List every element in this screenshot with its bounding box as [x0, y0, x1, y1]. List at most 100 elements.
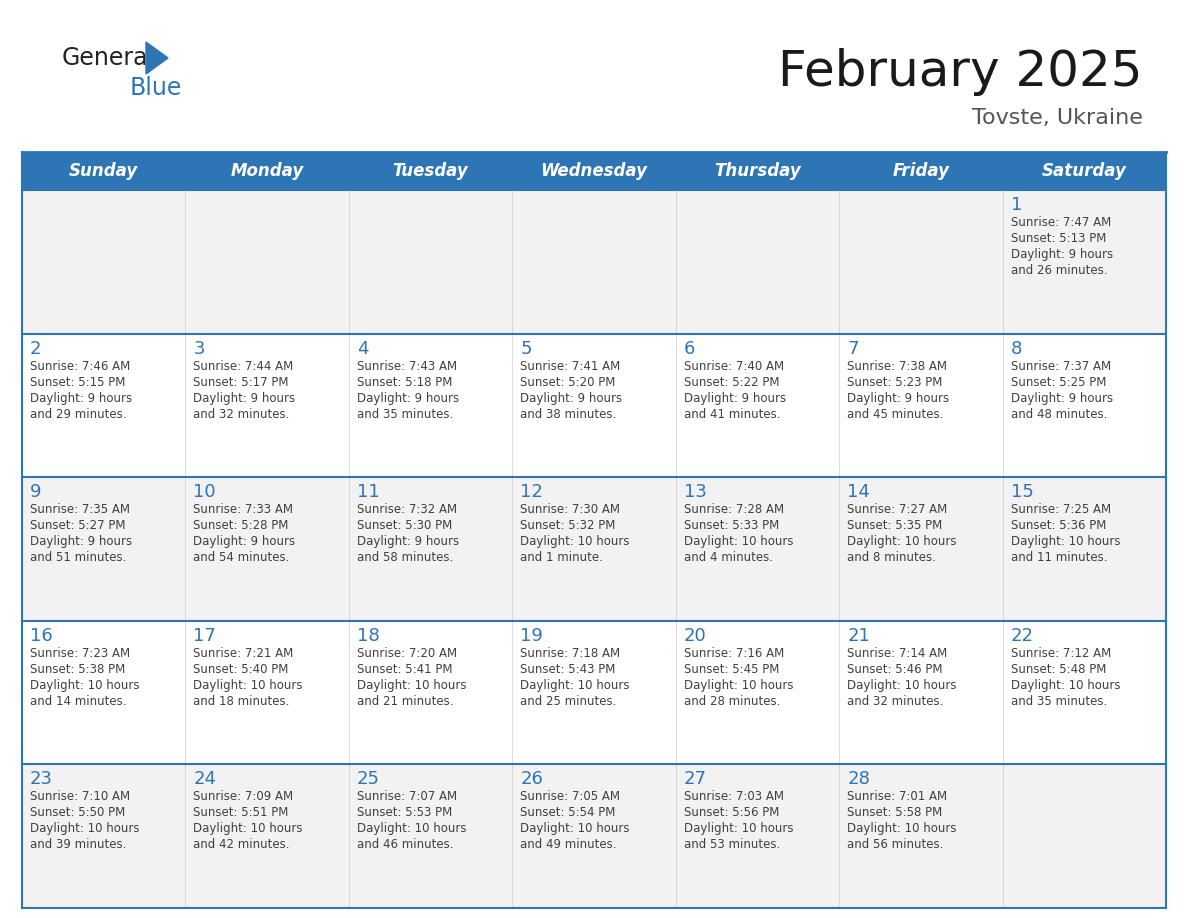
Text: Sunset: 5:56 PM: Sunset: 5:56 PM [684, 806, 779, 820]
FancyBboxPatch shape [23, 477, 1165, 621]
Text: Sunrise: 7:16 AM: Sunrise: 7:16 AM [684, 647, 784, 660]
Text: Daylight: 10 hours: Daylight: 10 hours [194, 823, 303, 835]
Text: Sunrise: 7:03 AM: Sunrise: 7:03 AM [684, 790, 784, 803]
Text: 26: 26 [520, 770, 543, 789]
Text: and 49 minutes.: and 49 minutes. [520, 838, 617, 851]
Text: Sunset: 5:48 PM: Sunset: 5:48 PM [1011, 663, 1106, 676]
Text: Sunset: 5:23 PM: Sunset: 5:23 PM [847, 375, 942, 388]
Text: Sunrise: 7:28 AM: Sunrise: 7:28 AM [684, 503, 784, 516]
Text: Sunrise: 7:27 AM: Sunrise: 7:27 AM [847, 503, 947, 516]
Text: Sunrise: 7:32 AM: Sunrise: 7:32 AM [356, 503, 457, 516]
Text: and 8 minutes.: and 8 minutes. [847, 551, 936, 565]
Text: 15: 15 [1011, 483, 1034, 501]
Text: Sunset: 5:53 PM: Sunset: 5:53 PM [356, 806, 453, 820]
Text: 14: 14 [847, 483, 870, 501]
Text: and 35 minutes.: and 35 minutes. [356, 408, 453, 420]
Text: Sunset: 5:50 PM: Sunset: 5:50 PM [30, 806, 125, 820]
Text: Sunset: 5:20 PM: Sunset: 5:20 PM [520, 375, 615, 388]
Text: Daylight: 10 hours: Daylight: 10 hours [847, 678, 956, 692]
Text: Daylight: 10 hours: Daylight: 10 hours [684, 535, 794, 548]
Text: Daylight: 9 hours: Daylight: 9 hours [1011, 248, 1113, 261]
Text: and 18 minutes.: and 18 minutes. [194, 695, 290, 708]
Text: 22: 22 [1011, 627, 1034, 644]
Text: Sunset: 5:40 PM: Sunset: 5:40 PM [194, 663, 289, 676]
Text: Sunset: 5:46 PM: Sunset: 5:46 PM [847, 663, 942, 676]
Text: 18: 18 [356, 627, 380, 644]
Text: Sunrise: 7:41 AM: Sunrise: 7:41 AM [520, 360, 620, 373]
Text: and 26 minutes.: and 26 minutes. [1011, 264, 1107, 277]
Text: Daylight: 9 hours: Daylight: 9 hours [194, 535, 296, 548]
Text: Sunset: 5:28 PM: Sunset: 5:28 PM [194, 520, 289, 532]
Text: Sunset: 5:36 PM: Sunset: 5:36 PM [1011, 520, 1106, 532]
Text: Sunset: 5:17 PM: Sunset: 5:17 PM [194, 375, 289, 388]
Text: Sunset: 5:41 PM: Sunset: 5:41 PM [356, 663, 453, 676]
Text: 9: 9 [30, 483, 42, 501]
Text: Daylight: 9 hours: Daylight: 9 hours [520, 392, 623, 405]
Text: 20: 20 [684, 627, 707, 644]
Text: 21: 21 [847, 627, 870, 644]
Text: Sunset: 5:51 PM: Sunset: 5:51 PM [194, 806, 289, 820]
Text: Daylight: 9 hours: Daylight: 9 hours [30, 392, 132, 405]
Text: 8: 8 [1011, 340, 1022, 358]
Text: Sunrise: 7:09 AM: Sunrise: 7:09 AM [194, 790, 293, 803]
Text: and 11 minutes.: and 11 minutes. [1011, 551, 1107, 565]
FancyBboxPatch shape [23, 621, 1165, 765]
Text: Daylight: 10 hours: Daylight: 10 hours [847, 535, 956, 548]
Text: Daylight: 9 hours: Daylight: 9 hours [194, 392, 296, 405]
Text: Thursday: Thursday [714, 162, 801, 180]
Text: Sunset: 5:18 PM: Sunset: 5:18 PM [356, 375, 453, 388]
Text: 11: 11 [356, 483, 380, 501]
Text: Daylight: 9 hours: Daylight: 9 hours [30, 535, 132, 548]
Text: Sunrise: 7:14 AM: Sunrise: 7:14 AM [847, 647, 947, 660]
Text: Daylight: 10 hours: Daylight: 10 hours [684, 678, 794, 692]
Text: Sunset: 5:58 PM: Sunset: 5:58 PM [847, 806, 942, 820]
Text: Daylight: 10 hours: Daylight: 10 hours [684, 823, 794, 835]
Text: Daylight: 10 hours: Daylight: 10 hours [520, 535, 630, 548]
FancyBboxPatch shape [23, 765, 1165, 908]
Text: Sunrise: 7:07 AM: Sunrise: 7:07 AM [356, 790, 457, 803]
Text: Sunrise: 7:47 AM: Sunrise: 7:47 AM [1011, 216, 1111, 229]
Text: General: General [62, 46, 156, 70]
Text: 16: 16 [30, 627, 52, 644]
Text: Sunrise: 7:23 AM: Sunrise: 7:23 AM [30, 647, 131, 660]
Text: and 29 minutes.: and 29 minutes. [30, 408, 126, 420]
Text: 7: 7 [847, 340, 859, 358]
Text: 3: 3 [194, 340, 204, 358]
FancyBboxPatch shape [23, 152, 1165, 190]
Text: Sunset: 5:15 PM: Sunset: 5:15 PM [30, 375, 126, 388]
Text: Daylight: 10 hours: Daylight: 10 hours [30, 823, 139, 835]
Text: 5: 5 [520, 340, 532, 358]
Text: and 48 minutes.: and 48 minutes. [1011, 408, 1107, 420]
Text: Sunset: 5:25 PM: Sunset: 5:25 PM [1011, 375, 1106, 388]
Text: Sunset: 5:38 PM: Sunset: 5:38 PM [30, 663, 125, 676]
Text: Sunrise: 7:43 AM: Sunrise: 7:43 AM [356, 360, 457, 373]
Text: and 46 minutes.: and 46 minutes. [356, 838, 454, 851]
Text: and 35 minutes.: and 35 minutes. [1011, 695, 1107, 708]
Text: 17: 17 [194, 627, 216, 644]
Text: and 32 minutes.: and 32 minutes. [847, 695, 943, 708]
Text: Daylight: 10 hours: Daylight: 10 hours [194, 678, 303, 692]
Text: Sunrise: 7:01 AM: Sunrise: 7:01 AM [847, 790, 947, 803]
Text: Daylight: 10 hours: Daylight: 10 hours [847, 823, 956, 835]
Text: 27: 27 [684, 770, 707, 789]
Text: Sunset: 5:13 PM: Sunset: 5:13 PM [1011, 232, 1106, 245]
Text: Sunrise: 7:37 AM: Sunrise: 7:37 AM [1011, 360, 1111, 373]
Text: Daylight: 10 hours: Daylight: 10 hours [356, 823, 467, 835]
FancyBboxPatch shape [23, 190, 1165, 333]
Text: Sunset: 5:35 PM: Sunset: 5:35 PM [847, 520, 942, 532]
Text: 19: 19 [520, 627, 543, 644]
Text: Sunrise: 7:05 AM: Sunrise: 7:05 AM [520, 790, 620, 803]
Text: Sunrise: 7:40 AM: Sunrise: 7:40 AM [684, 360, 784, 373]
Text: Sunrise: 7:46 AM: Sunrise: 7:46 AM [30, 360, 131, 373]
Text: 25: 25 [356, 770, 380, 789]
Text: and 1 minute.: and 1 minute. [520, 551, 604, 565]
Text: and 58 minutes.: and 58 minutes. [356, 551, 453, 565]
Polygon shape [146, 42, 168, 74]
Text: 13: 13 [684, 483, 707, 501]
Text: Sunset: 5:27 PM: Sunset: 5:27 PM [30, 520, 126, 532]
Text: 24: 24 [194, 770, 216, 789]
Text: Sunrise: 7:44 AM: Sunrise: 7:44 AM [194, 360, 293, 373]
Text: and 14 minutes.: and 14 minutes. [30, 695, 126, 708]
Text: Monday: Monday [230, 162, 304, 180]
Text: Daylight: 9 hours: Daylight: 9 hours [356, 392, 459, 405]
